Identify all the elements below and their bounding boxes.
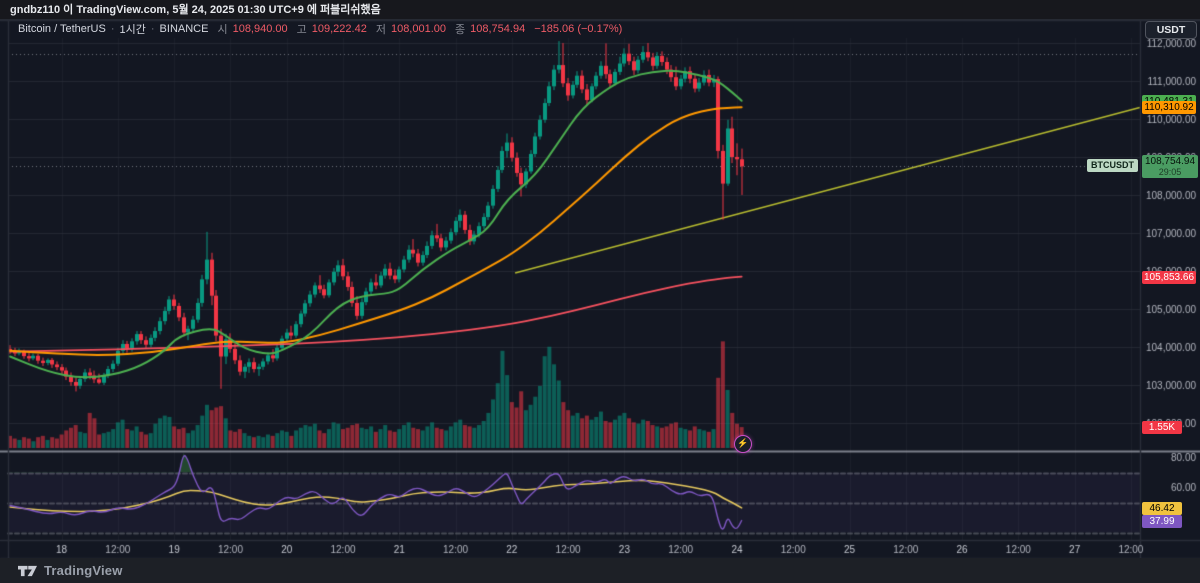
rsi-ma-value-label: 46.42 bbox=[1142, 501, 1182, 515]
exchange-label: BINANCE bbox=[159, 23, 209, 35]
rsi-value-label: 37.99 bbox=[1142, 514, 1182, 528]
low-value: 108,001.00 bbox=[390, 23, 447, 35]
close-value: 108,754.94 bbox=[470, 23, 526, 35]
ma-orange-price-label: 110,310.92 bbox=[1142, 100, 1196, 114]
volume-value-label: 1.55K bbox=[1142, 421, 1182, 434]
high-value: 109,222.42 bbox=[311, 23, 367, 35]
close-label: 종 bbox=[455, 24, 466, 36]
last-price-badge: 108,754.94 29:05 bbox=[1142, 155, 1198, 178]
interval-label[interactable]: 1시간 bbox=[119, 24, 146, 36]
low-label: 저 bbox=[375, 24, 386, 36]
high-label: 고 bbox=[296, 24, 307, 36]
published-text: gndbz110 이 TradingView.com, 5월 24, 2025 … bbox=[10, 4, 381, 16]
tradingview-logo-icon[interactable] bbox=[18, 564, 37, 578]
bar-countdown: 29:05 bbox=[1158, 167, 1182, 177]
published-bar: gndbz110 이 TradingView.com, 5월 24, 2025 … bbox=[0, 0, 1200, 20]
symbol-header[interactable]: Bitcoin / TetherUS · 1시간 · BINANCE 시 108… bbox=[18, 22, 622, 36]
header-separator: · bbox=[110, 23, 115, 35]
footer-bar: TradingView bbox=[0, 558, 1200, 583]
open-label: 시 bbox=[217, 24, 228, 36]
symbol-name[interactable]: Bitcoin / TetherUS bbox=[18, 23, 106, 35]
currency-toggle-button[interactable]: USDT bbox=[1145, 21, 1197, 39]
last-price-value: 108,754.94 bbox=[1144, 156, 1196, 167]
open-value: 108,940.00 bbox=[232, 23, 288, 35]
change-value: −185.06 (−0.17%) bbox=[534, 23, 623, 35]
ma-red-price-label: 105,853.66 bbox=[1142, 270, 1196, 284]
symbol-tag-label: BTCUSDT bbox=[1087, 159, 1138, 172]
live-lightning-button[interactable]: ⚡ bbox=[734, 435, 752, 453]
tradingview-brand-text[interactable]: TradingView bbox=[44, 563, 123, 578]
header-separator: · bbox=[150, 23, 155, 35]
